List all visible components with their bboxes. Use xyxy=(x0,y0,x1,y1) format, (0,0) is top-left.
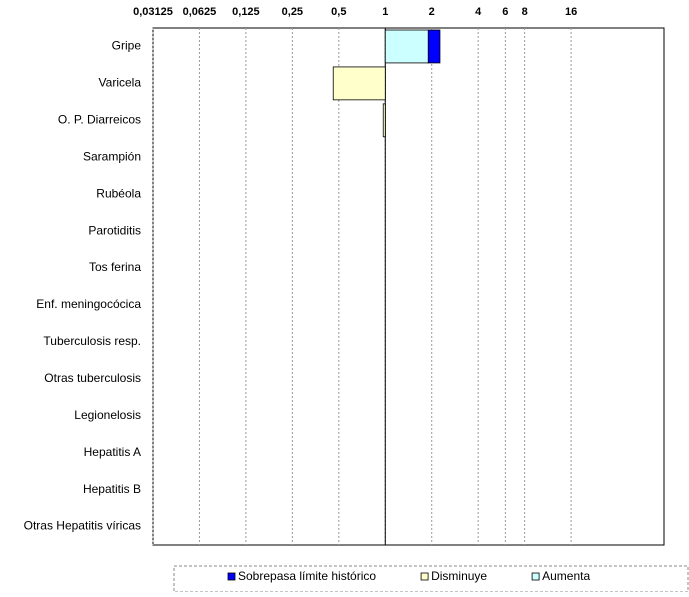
x-tick-label: 6 xyxy=(502,6,508,18)
x-tick-label: 16 xyxy=(565,6,577,18)
x-tick-label: 0,125 xyxy=(232,6,260,18)
y-tick-label: Hepatitis A xyxy=(84,445,141,459)
y-tick-label: Parotiditis xyxy=(88,223,141,237)
x-tick-label: 8 xyxy=(522,6,528,18)
y-tick-label: Tuberculosis resp. xyxy=(43,334,141,348)
y-tick-label: Enf. meningocócica xyxy=(36,297,141,311)
x-tick-label: 0,0625 xyxy=(183,6,217,18)
bar xyxy=(332,66,386,101)
x-tick-label: 0,25 xyxy=(282,6,303,18)
x-tick-label: 0,5 xyxy=(331,6,346,18)
x-tick-label: 0,03125 xyxy=(133,6,173,18)
bar xyxy=(427,29,441,64)
bar xyxy=(382,103,386,138)
y-tick-label: O. P. Diarreicos xyxy=(58,112,141,126)
legend-label: Sobrepasa límite histórico xyxy=(238,569,376,583)
legend-label: Aumenta xyxy=(542,569,590,583)
legend-swatch xyxy=(420,572,429,581)
y-tick-label: Otras tuberculosis xyxy=(44,371,141,385)
y-tick-label: Sarampión xyxy=(83,149,141,163)
legend-swatch xyxy=(227,572,236,581)
x-tick-label: 1 xyxy=(382,6,388,18)
plot-area xyxy=(152,27,665,546)
y-tick-label: Gripe xyxy=(112,39,142,53)
legend-swatch xyxy=(531,572,540,581)
x-tick-label: 4 xyxy=(475,6,482,18)
bar xyxy=(384,29,429,64)
y-tick-label: Otras Hepatitis víricas xyxy=(24,519,141,533)
y-tick-label: Hepatitis B xyxy=(83,482,141,496)
legend-label: Disminuye xyxy=(431,569,487,583)
y-tick-label: Varicela xyxy=(99,76,142,90)
y-tick-label: Tos ferina xyxy=(89,260,141,274)
y-tick-label: Legionelosis xyxy=(74,408,141,422)
y-tick-label: Rubéola xyxy=(96,186,141,200)
x-tick-label: 2 xyxy=(429,6,435,18)
